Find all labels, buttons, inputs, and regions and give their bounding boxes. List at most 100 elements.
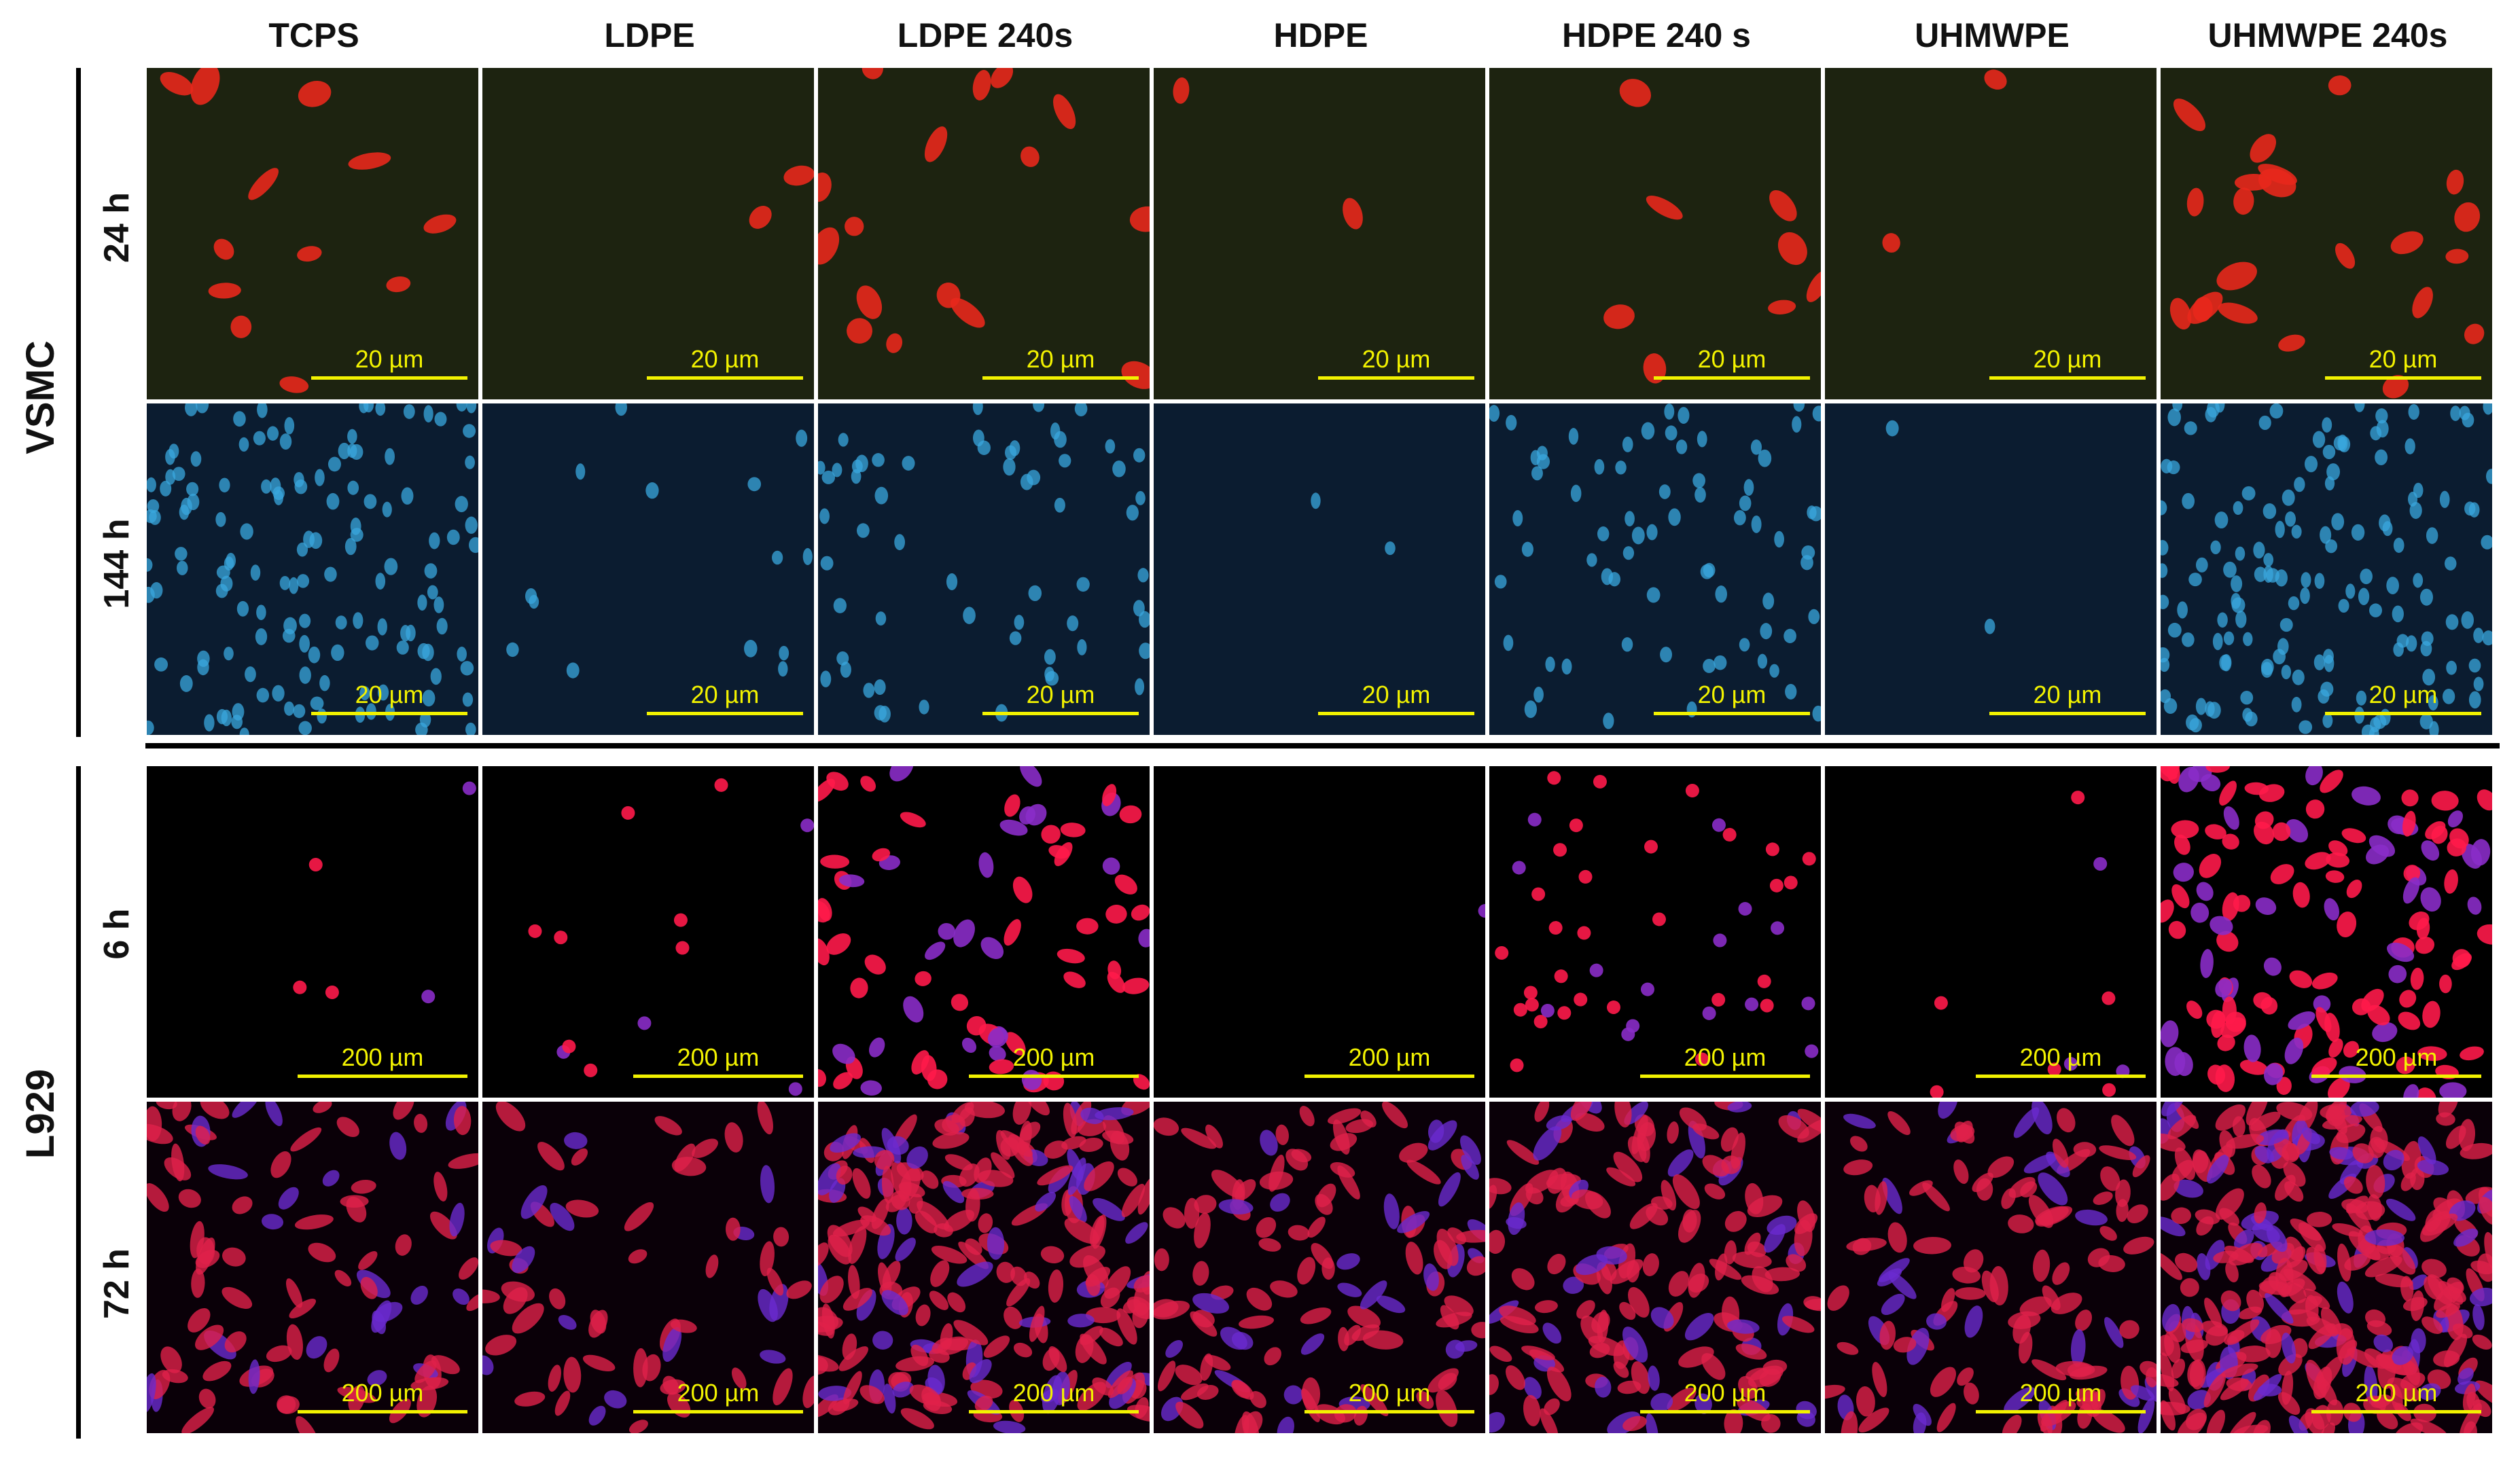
cell	[1711, 818, 1726, 832]
cell	[279, 376, 309, 393]
cell	[2387, 942, 2415, 962]
cell	[2354, 706, 2365, 724]
cell	[1793, 403, 1805, 412]
cell	[2252, 1164, 2271, 1189]
cell	[1757, 974, 1771, 988]
cell	[1989, 1266, 2008, 1305]
cell	[874, 705, 887, 721]
cell	[1175, 1401, 1204, 1429]
cell	[1246, 1287, 1273, 1311]
cell	[190, 451, 202, 467]
cell	[466, 1293, 478, 1312]
cell	[2161, 1401, 2190, 1415]
cell	[628, 1249, 647, 1264]
cell	[373, 1301, 403, 1322]
scale-bar	[298, 1410, 467, 1413]
cell	[238, 437, 249, 452]
cell	[2383, 1149, 2404, 1171]
micrograph-vsmc-144h-2: 20 µm	[818, 403, 1150, 735]
cell	[338, 442, 351, 460]
cell	[832, 1043, 855, 1064]
cell	[978, 852, 994, 878]
cell	[335, 615, 347, 630]
cell	[2093, 856, 2108, 871]
cell	[1461, 1155, 1479, 1180]
cell	[1093, 1197, 1125, 1221]
cell	[1040, 1246, 1065, 1264]
cell	[308, 646, 321, 664]
cell	[310, 696, 324, 710]
cell	[2292, 669, 2305, 685]
cell	[490, 1240, 522, 1257]
cell	[1595, 1376, 1612, 1398]
cell	[1444, 1295, 1474, 1316]
cell	[934, 1223, 953, 1238]
cell	[419, 711, 431, 728]
cell	[2329, 1147, 2354, 1160]
cell	[760, 1241, 775, 1277]
column-header-tcps: TCPS	[268, 16, 359, 54]
cell	[2231, 575, 2243, 592]
cell	[1800, 555, 1813, 571]
cell	[2364, 1229, 2404, 1246]
cell	[1672, 1174, 1700, 1210]
cell	[2426, 527, 2438, 544]
cell	[2100, 1166, 2120, 1191]
cell	[2226, 1377, 2252, 1392]
cell	[427, 585, 438, 600]
column-header-ldpe: LDPE	[604, 16, 695, 54]
cell	[1503, 634, 1514, 651]
cell	[1622, 1327, 1648, 1363]
cell	[1724, 1409, 1743, 1433]
cell	[2444, 869, 2458, 894]
cell	[2469, 1287, 2492, 1307]
cell	[2130, 1385, 2155, 1401]
scale-bar	[969, 1075, 1139, 1078]
cell	[456, 403, 467, 412]
cell	[2419, 588, 2433, 606]
cell	[175, 547, 188, 561]
cell	[826, 933, 851, 955]
cell	[2421, 1316, 2443, 1334]
cell	[1095, 1107, 1134, 1121]
cell	[2445, 1125, 2466, 1149]
cell	[1704, 1183, 1726, 1200]
micrograph-image	[1882, 69, 2007, 253]
micrograph-vsmc-144h-0: 20 µm	[147, 403, 478, 735]
cell	[773, 1227, 789, 1247]
cell	[1956, 1121, 1973, 1142]
cell	[1270, 1280, 1298, 1298]
cell	[185, 403, 198, 416]
cell	[554, 931, 568, 945]
cell	[1622, 1415, 1647, 1431]
cell	[2288, 1415, 2310, 1433]
cell	[1768, 300, 1796, 314]
cell	[1513, 1003, 1527, 1017]
cell	[2464, 501, 2476, 516]
cell	[1376, 1295, 1406, 1314]
cell	[147, 1123, 173, 1144]
cell	[250, 564, 261, 581]
cell	[172, 467, 185, 482]
cell	[1926, 1313, 1947, 1330]
cell	[934, 1119, 959, 1136]
cell	[674, 1143, 696, 1172]
cell	[645, 482, 659, 499]
cell	[972, 69, 991, 101]
cell	[2275, 520, 2285, 539]
row-label-144h: 144 h	[97, 518, 137, 609]
cell	[845, 217, 864, 236]
cell	[1893, 1337, 1917, 1353]
cell	[2256, 1129, 2288, 1145]
cell	[2119, 1320, 2140, 1339]
cell	[1752, 1265, 1773, 1293]
cell	[147, 720, 154, 735]
cell	[1697, 431, 1707, 448]
cell	[714, 778, 728, 792]
cell	[1836, 1341, 1859, 1355]
scale-bar-label: 20 µm	[1026, 681, 1095, 708]
cell	[256, 605, 266, 621]
cell	[2415, 937, 2435, 954]
cell	[2161, 766, 2178, 780]
cell	[1984, 618, 1995, 634]
